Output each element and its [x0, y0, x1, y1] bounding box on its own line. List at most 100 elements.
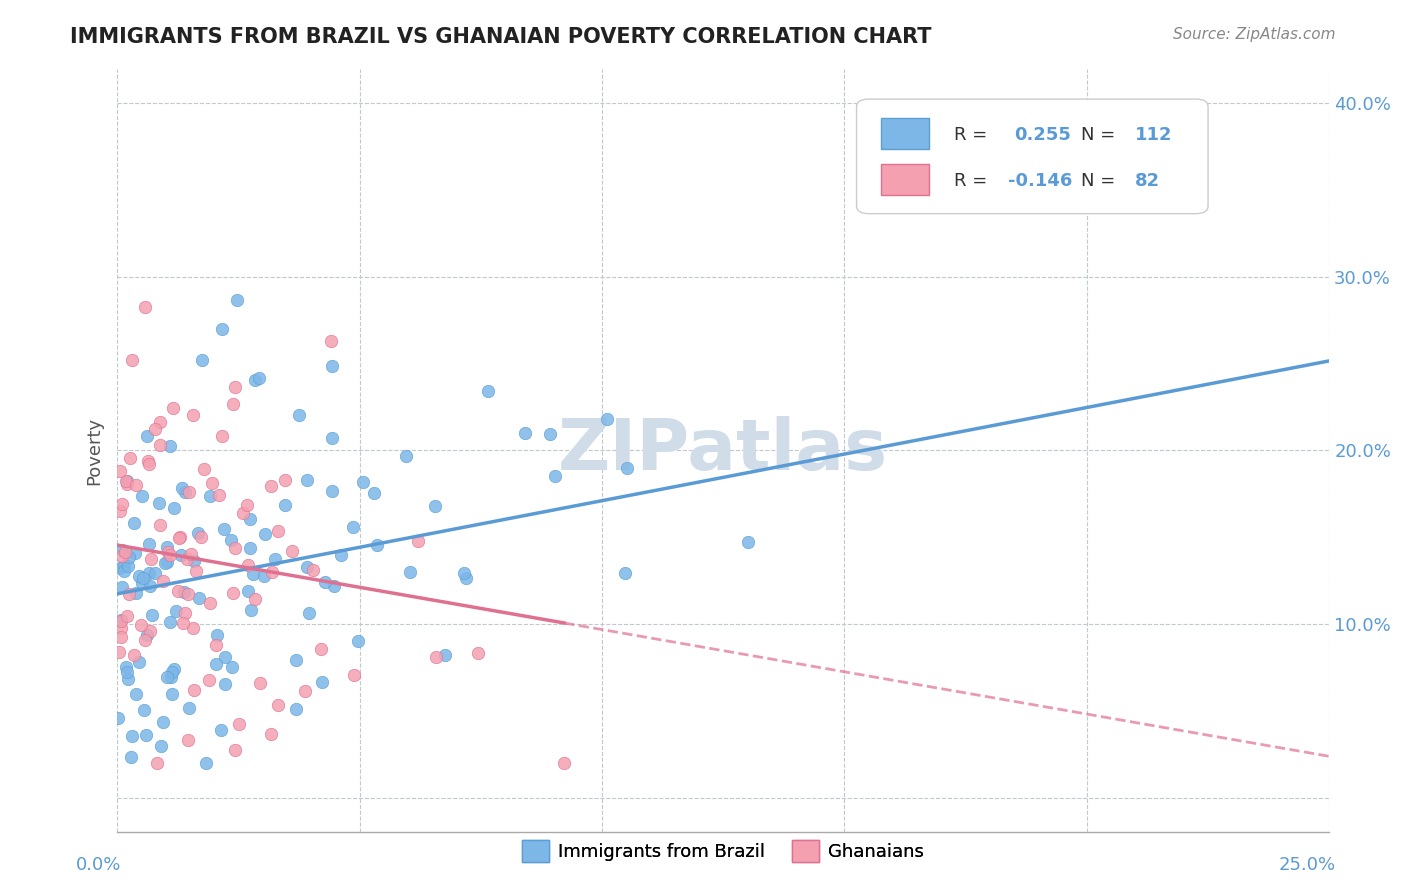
Ghanaians	[201, 475, 224, 490]
Immigrants from Brazil	[148, 496, 170, 510]
Ghanaians	[221, 586, 243, 600]
Legend: Immigrants from Brazil, Ghanaians: Immigrants from Brazil, Ghanaians	[515, 833, 932, 869]
Ghanaians	[425, 650, 447, 665]
Immigrants from Brazil	[107, 711, 129, 725]
Immigrants from Brazil	[596, 411, 619, 425]
Immigrants from Brazil	[314, 575, 336, 590]
Immigrants from Brazil	[159, 615, 181, 629]
Ghanaians	[110, 630, 132, 644]
Immigrants from Brazil	[163, 662, 186, 676]
Immigrants from Brazil	[115, 665, 138, 680]
Immigrants from Brazil	[138, 537, 160, 551]
Immigrants from Brazil	[110, 613, 132, 627]
Ghanaians	[120, 450, 142, 465]
Ghanaians	[236, 558, 259, 572]
Immigrants from Brazil	[111, 542, 134, 557]
Ghanaians	[184, 564, 207, 578]
Immigrants from Brazil	[253, 526, 276, 541]
Immigrants from Brazil	[311, 674, 333, 689]
Ghanaians	[211, 428, 233, 442]
Ghanaians	[177, 485, 200, 500]
Ghanaians	[260, 727, 283, 741]
Ghanaians	[114, 545, 136, 559]
Text: IMMIGRANTS FROM BRAZIL VS GHANAIAN POVERTY CORRELATION CHART: IMMIGRANTS FROM BRAZIL VS GHANAIAN POVER…	[70, 27, 932, 46]
Ghanaians	[260, 479, 283, 493]
Immigrants from Brazil	[117, 672, 139, 686]
Immigrants from Brazil	[515, 425, 537, 440]
Immigrants from Brazil	[321, 359, 343, 374]
Immigrants from Brazil	[125, 687, 148, 701]
Ghanaians	[183, 683, 205, 698]
Immigrants from Brazil	[477, 384, 499, 398]
Immigrants from Brazil	[274, 498, 297, 512]
Ghanaians	[262, 565, 284, 579]
Immigrants from Brazil	[111, 580, 134, 594]
FancyBboxPatch shape	[856, 99, 1208, 214]
Ghanaians	[111, 549, 134, 564]
Ghanaians	[467, 646, 489, 660]
Ghanaians	[143, 422, 166, 436]
Immigrants from Brazil	[160, 665, 183, 680]
Immigrants from Brazil	[366, 538, 388, 552]
Immigrants from Brazil	[177, 701, 200, 715]
Ghanaians	[190, 530, 212, 544]
Immigrants from Brazil	[135, 627, 157, 641]
Immigrants from Brazil	[346, 633, 368, 648]
Ghanaians	[553, 756, 575, 770]
Immigrants from Brazil	[352, 475, 374, 489]
Immigrants from Brazil	[124, 546, 146, 560]
Ghanaians	[146, 756, 169, 770]
Immigrants from Brazil	[190, 353, 212, 368]
Ghanaians	[159, 548, 181, 562]
Bar	[880, 118, 929, 149]
Immigrants from Brazil	[128, 655, 150, 669]
Ghanaians	[228, 717, 250, 731]
Ghanaians	[167, 583, 190, 598]
Ghanaians	[193, 462, 215, 476]
Immigrants from Brazil	[239, 512, 262, 526]
Immigrants from Brazil	[321, 484, 343, 499]
Ghanaians	[115, 477, 138, 491]
Text: -0.146: -0.146	[1008, 172, 1073, 190]
Ghanaians	[267, 698, 290, 712]
Immigrants from Brazil	[288, 408, 311, 422]
Ghanaians	[236, 498, 259, 512]
Ghanaians	[110, 622, 132, 636]
Ghanaians	[173, 607, 195, 621]
Ghanaians	[134, 300, 156, 314]
Text: ZIPatlas: ZIPatlas	[558, 416, 889, 485]
Ghanaians	[177, 732, 200, 747]
Immigrants from Brazil	[110, 561, 132, 575]
Ghanaians	[198, 596, 221, 610]
Immigrants from Brazil	[212, 522, 235, 536]
Ghanaians	[122, 648, 145, 662]
Immigrants from Brazil	[295, 473, 318, 487]
Ghanaians	[181, 621, 204, 635]
Immigrants from Brazil	[153, 556, 176, 570]
Y-axis label: Poverty: Poverty	[86, 417, 103, 484]
Immigrants from Brazil	[118, 549, 141, 564]
Immigrants from Brazil	[188, 591, 211, 605]
Immigrants from Brazil	[112, 559, 135, 574]
Immigrants from Brazil	[160, 670, 183, 684]
Immigrants from Brazil	[170, 548, 193, 562]
Immigrants from Brazil	[219, 533, 242, 548]
Immigrants from Brazil	[205, 657, 228, 672]
Ghanaians	[136, 454, 159, 468]
Immigrants from Brazil	[205, 628, 228, 642]
Immigrants from Brazil	[165, 604, 187, 618]
Immigrants from Brazil	[395, 450, 418, 464]
Ghanaians	[149, 518, 172, 533]
Ghanaians	[180, 547, 202, 561]
Immigrants from Brazil	[156, 555, 179, 569]
Immigrants from Brazil	[423, 499, 446, 513]
Immigrants from Brazil	[243, 373, 266, 387]
Ghanaians	[121, 352, 143, 367]
Immigrants from Brazil	[131, 489, 153, 503]
Immigrants from Brazil	[156, 670, 179, 684]
Immigrants from Brazil	[342, 520, 364, 534]
Immigrants from Brazil	[284, 653, 307, 667]
Text: 0.255: 0.255	[1014, 126, 1071, 144]
Ghanaians	[157, 545, 180, 559]
Immigrants from Brazil	[456, 571, 478, 585]
